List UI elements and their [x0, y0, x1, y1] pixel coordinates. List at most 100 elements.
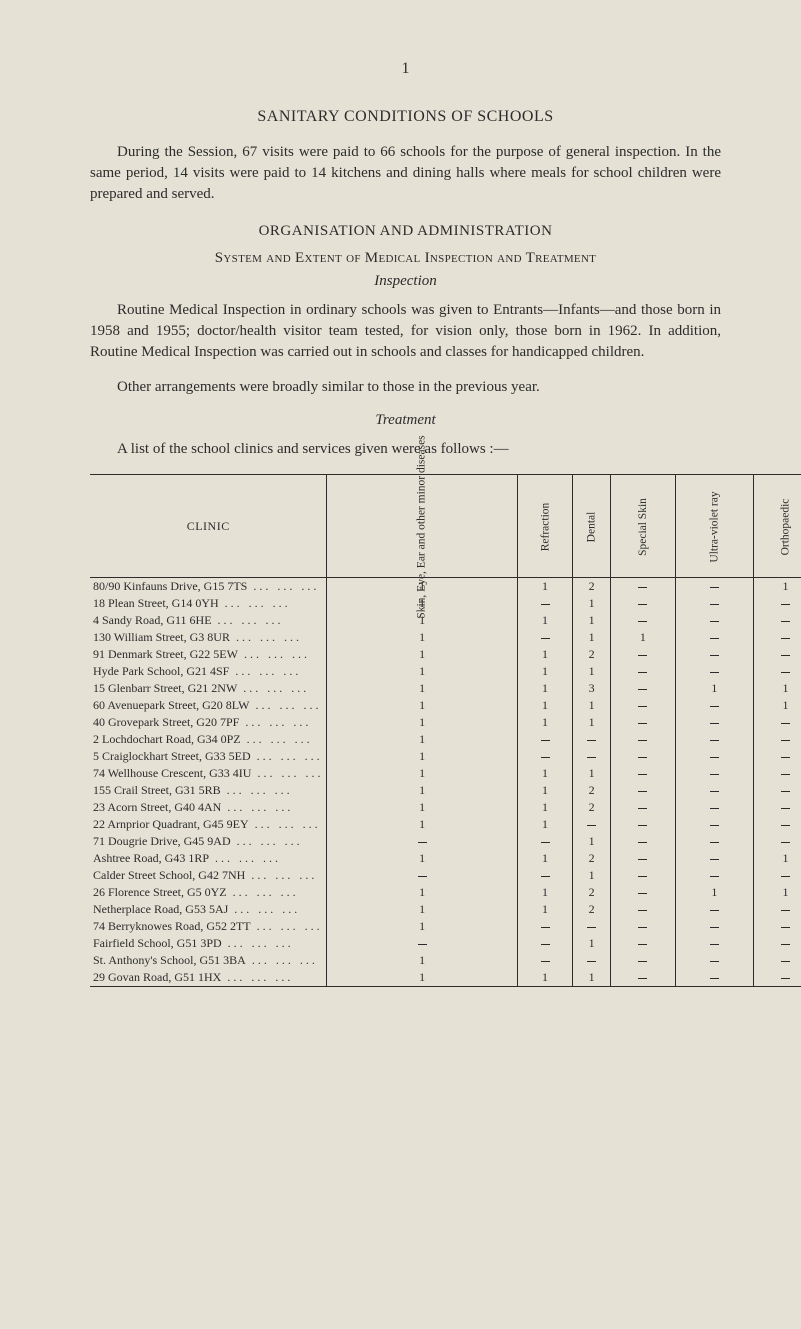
clinic-name-cell: St. Anthony's School, G51 3BA ... ... ..… [90, 952, 327, 969]
clinic-name: 74 Wellhouse Crescent, G33 4IU [93, 766, 251, 780]
value-cell [573, 748, 611, 765]
dash-icon [781, 791, 790, 792]
value-cell: 1 [754, 850, 801, 867]
value-cell [675, 952, 753, 969]
clinic-name-cell: 91 Denmark Street, G22 5EW ... ... ... [90, 646, 327, 663]
value-cell [610, 867, 675, 884]
value-cell [610, 680, 675, 697]
clinic-name: 71 Dougrie Drive, G45 9AD [93, 834, 231, 848]
value-cell: 1 [327, 901, 517, 918]
clinic-name-cell: 22 Arnprior Quadrant, G45 9EY ... ... ..… [90, 816, 327, 833]
value-cell [675, 799, 753, 816]
value-cell: 1 [327, 629, 517, 646]
value-cell [327, 867, 517, 884]
value-cell: 1 [573, 714, 611, 731]
dash-icon [638, 689, 647, 690]
value-cell [610, 952, 675, 969]
value-cell: 2 [573, 799, 611, 816]
value-cell [610, 850, 675, 867]
dash-icon [710, 655, 719, 656]
dash-icon [781, 655, 790, 656]
dash-icon [710, 842, 719, 843]
dash-icon [541, 757, 550, 758]
value-cell: 1 [754, 697, 801, 714]
dash-icon [638, 961, 647, 962]
dash-icon [541, 842, 550, 843]
value-cell: 1 [573, 833, 611, 850]
dash-icon [781, 978, 790, 979]
value-cell [675, 612, 753, 629]
clinic-name: 130 William Street, G3 8UR [93, 630, 230, 644]
value-cell [675, 697, 753, 714]
value-cell [754, 748, 801, 765]
value-cell [610, 816, 675, 833]
value-cell: 1 [754, 884, 801, 901]
value-cell [573, 952, 611, 969]
dash-icon [710, 723, 719, 724]
paragraph-clinic-list: A list of the school clinics and service… [90, 439, 721, 460]
leader-dots: ... ... ... [231, 834, 303, 848]
leader-dots: ... ... ... [249, 817, 321, 831]
dash-icon [638, 978, 647, 979]
leader-dots: ... ... ... [251, 749, 323, 763]
dash-icon [638, 791, 647, 792]
value-cell: 1 [517, 969, 573, 987]
value-cell [327, 833, 517, 850]
value-cell [610, 833, 675, 850]
value-cell: 1 [754, 578, 801, 596]
dash-icon [541, 740, 550, 741]
value-cell [675, 748, 753, 765]
col-refraction: Refraction [517, 475, 573, 578]
dash-icon [710, 944, 719, 945]
clinic-table: CLINIC Skin, Eye, Ear and other minor di… [90, 474, 801, 987]
value-cell [754, 629, 801, 646]
table-row: 2 Lochdochart Road, G34 0PZ ... ... ...1 [90, 731, 801, 748]
clinic-name-cell: 18 Plean Street, G14 0YH ... ... ... [90, 595, 327, 612]
value-cell [573, 918, 611, 935]
value-cell: 1 [327, 816, 517, 833]
value-cell [754, 816, 801, 833]
leader-dots: ... ... ... [219, 596, 291, 610]
table-row: 40 Grovepark Street, G20 7PF ... ... ...… [90, 714, 801, 731]
clinic-name-cell: 5 Craiglockhart Street, G33 5ED ... ... … [90, 748, 327, 765]
dash-icon [710, 757, 719, 758]
value-cell [754, 952, 801, 969]
value-cell: 1 [573, 629, 611, 646]
dash-icon [587, 927, 596, 928]
value-cell: 1 [573, 697, 611, 714]
subheading-inspection: Inspection [90, 273, 721, 290]
dash-icon [638, 621, 647, 622]
value-cell [610, 918, 675, 935]
value-cell [610, 765, 675, 782]
dash-icon [638, 723, 647, 724]
value-cell [517, 918, 573, 935]
dash-icon [781, 672, 790, 673]
clinic-name: St. Anthony's School, G51 3BA [93, 953, 246, 967]
clinic-name-cell: Hyde Park School, G21 4SF ... ... ... [90, 663, 327, 680]
value-cell [610, 714, 675, 731]
dash-icon [710, 604, 719, 605]
clinic-name-cell: 15 Glenbarr Street, G21 2NW ... ... ... [90, 680, 327, 697]
value-cell: 1 [517, 884, 573, 901]
value-cell: 1 [517, 816, 573, 833]
page-number: 1 [90, 60, 721, 78]
leader-dots: ... ... ... [221, 800, 293, 814]
table-header-row: CLINIC Skin, Eye, Ear and other minor di… [90, 475, 801, 578]
dash-icon [541, 961, 550, 962]
table-row: 5 Craiglockhart Street, G33 5ED ... ... … [90, 748, 801, 765]
value-cell: 1 [675, 884, 753, 901]
dash-icon [781, 740, 790, 741]
value-cell: 1 [327, 952, 517, 969]
value-cell [517, 748, 573, 765]
dash-icon [587, 740, 596, 741]
table-row: 74 Berryknowes Road, G52 2TT ... ... ...… [90, 918, 801, 935]
clinic-name-cell: 74 Wellhouse Crescent, G33 4IU ... ... .… [90, 765, 327, 782]
value-cell [675, 850, 753, 867]
table-row: 26 Florence Street, G5 0YZ ... ... ...11… [90, 884, 801, 901]
table-row: Hyde Park School, G21 4SF ... ... ...111 [90, 663, 801, 680]
value-cell: 2 [573, 578, 611, 596]
value-cell [517, 935, 573, 952]
value-cell [754, 799, 801, 816]
clinic-name-cell: 155 Crail Street, G31 5RB ... ... ... [90, 782, 327, 799]
table-row: 15 Glenbarr Street, G21 2NW ... ... ...1… [90, 680, 801, 697]
